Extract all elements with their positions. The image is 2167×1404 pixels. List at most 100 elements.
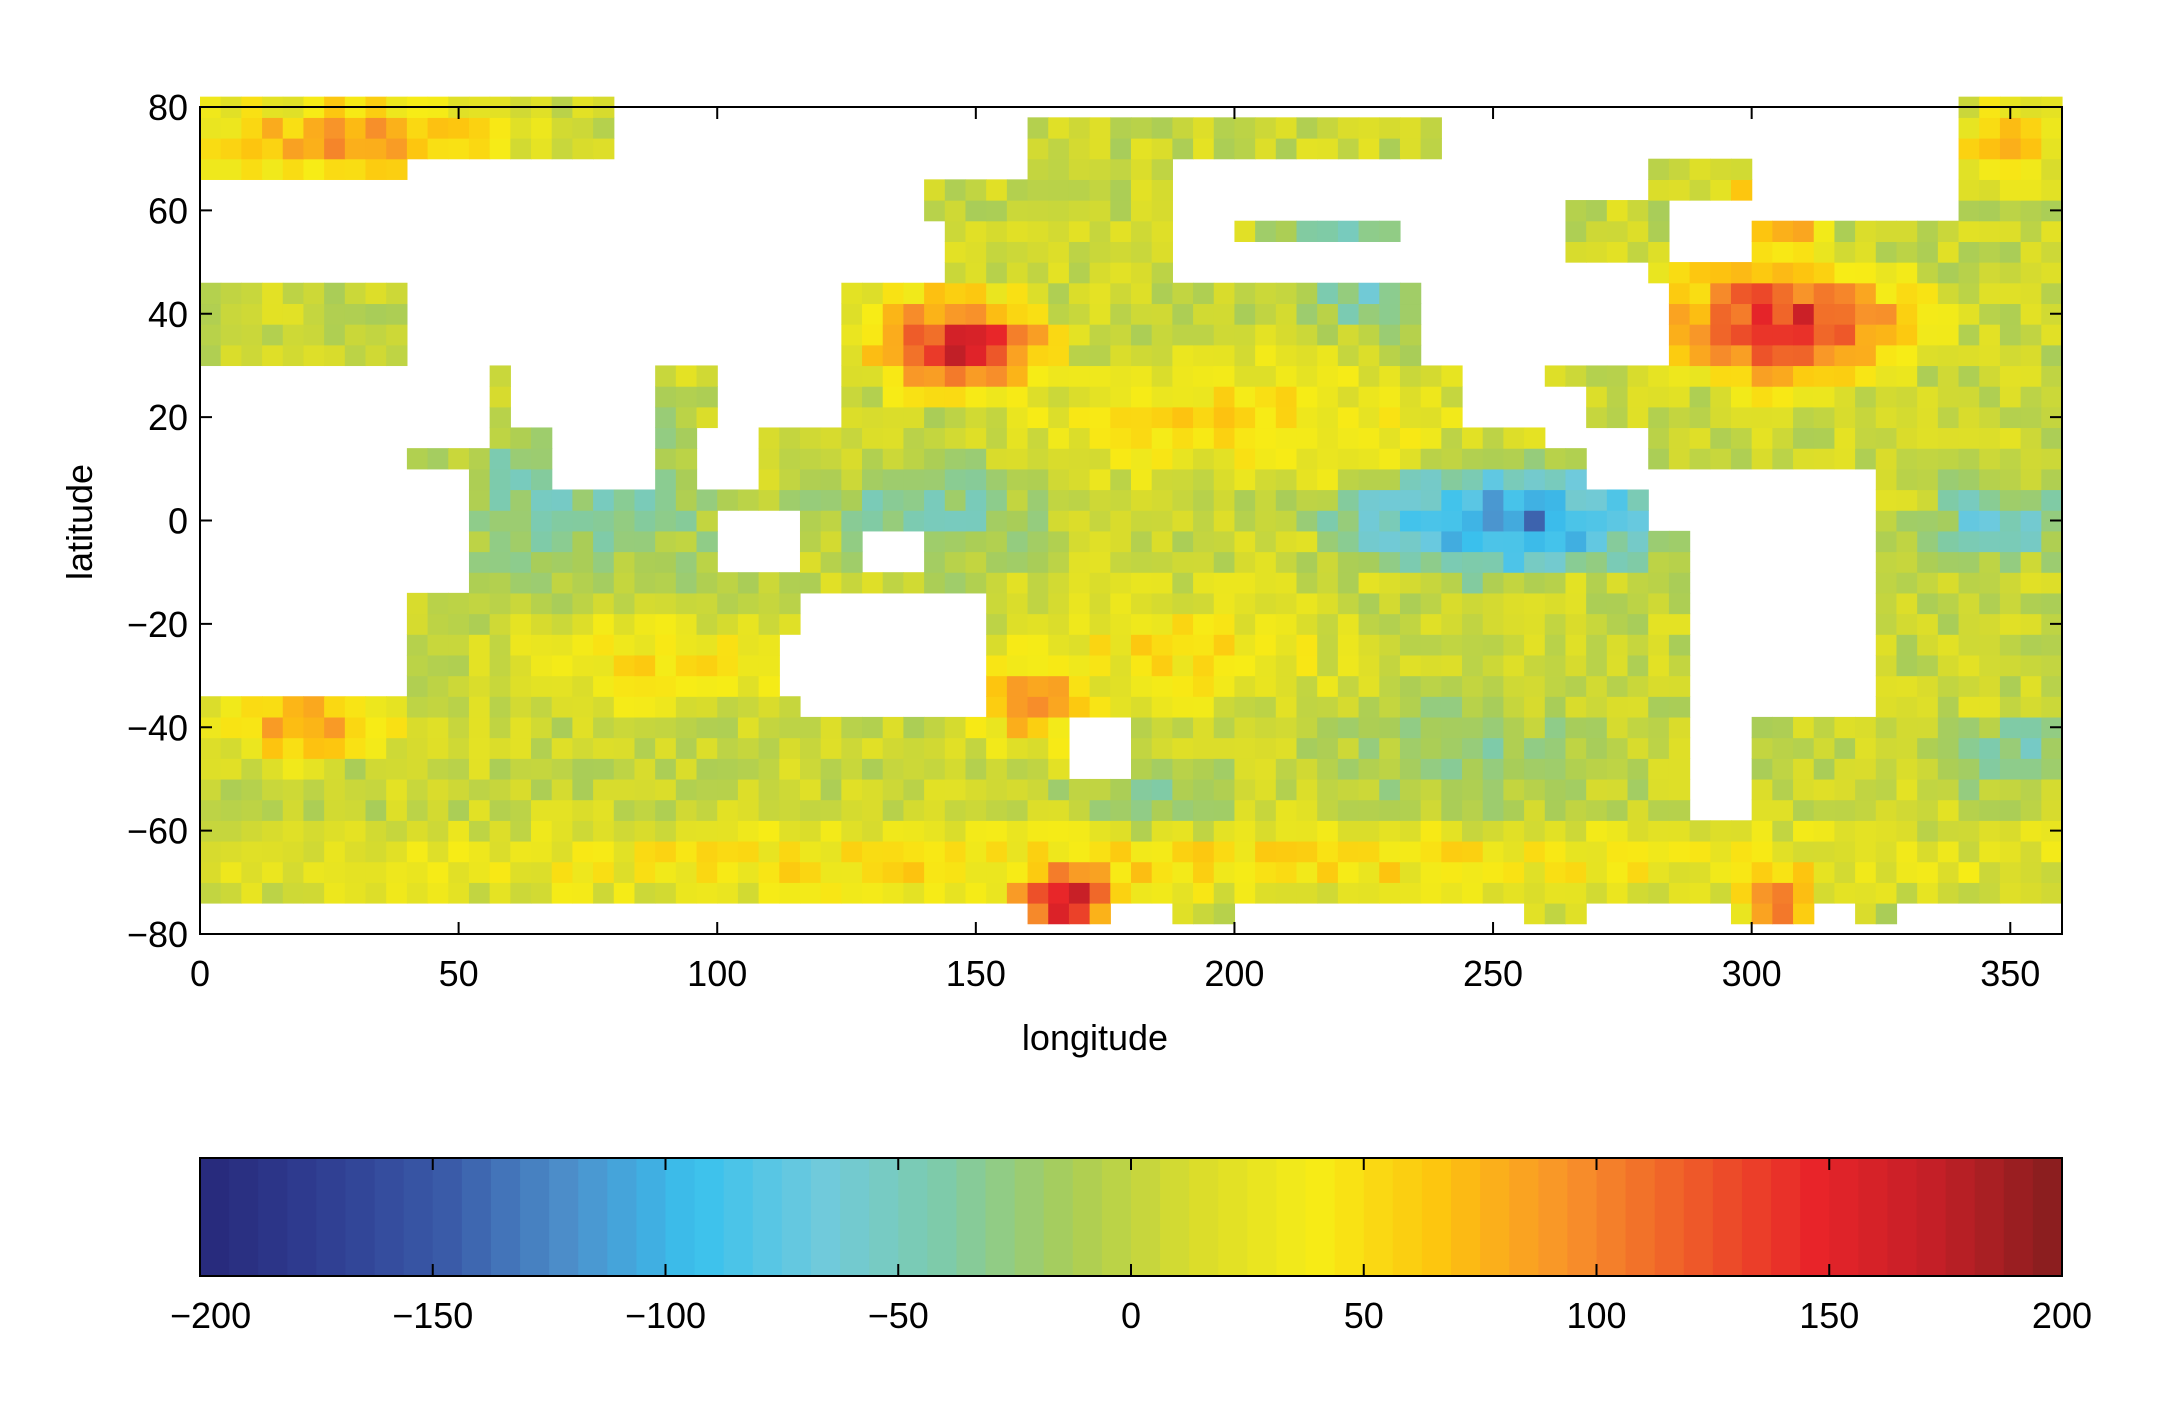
- colorbar-swatch: [1305, 1158, 1336, 1276]
- heatmap-cell: [613, 634, 636, 656]
- colorbar-swatch: [636, 1158, 667, 1276]
- heatmap-cell: [1958, 427, 1980, 449]
- heatmap-cell: [427, 882, 449, 904]
- heatmap-cell: [655, 510, 677, 532]
- heatmap-cell: [406, 799, 429, 821]
- heatmap-cell: [1337, 778, 1360, 801]
- colorbar-swatch: [1451, 1158, 1481, 1276]
- heatmap-cell: [1234, 138, 1256, 160]
- heatmap-cell: [758, 592, 780, 615]
- heatmap-cell: [1689, 406, 1711, 429]
- heatmap-cell: [303, 117, 325, 139]
- heatmap-cell: [593, 758, 615, 780]
- heatmap-cell: [1379, 427, 1401, 449]
- heatmap-cell: [531, 138, 553, 160]
- heatmap-cell: [593, 117, 615, 139]
- heatmap-cell: [1958, 179, 1980, 201]
- heatmap-cell: [1048, 696, 1070, 718]
- heatmap-cell: [655, 448, 677, 470]
- heatmap-cell: [282, 303, 305, 325]
- heatmap-cell: [965, 324, 987, 346]
- heatmap-cell: [365, 882, 387, 904]
- heatmap-cell: [489, 613, 511, 635]
- heatmap-cell: [1462, 861, 1484, 883]
- heatmap-cell: [572, 592, 594, 615]
- heatmap-cell: [1730, 902, 1753, 925]
- colorbar-swatch: [1974, 1158, 2005, 1276]
- heatmap-cell: [2020, 489, 2042, 511]
- heatmap-cell: [1420, 530, 1442, 553]
- colorbar-swatch: [1945, 1158, 1976, 1276]
- heatmap-cell: [551, 778, 573, 801]
- heatmap-cell: [1751, 737, 1773, 759]
- heatmap-cell: [1999, 138, 2022, 160]
- heatmap-cell: [1255, 344, 1277, 367]
- heatmap-cell: [1937, 303, 1960, 325]
- heatmap-cell: [841, 344, 863, 367]
- heatmap-cell: [1999, 530, 2022, 553]
- colorbar-swatch: [1509, 1158, 1539, 1276]
- heatmap-cell: [1730, 406, 1753, 429]
- heatmap-cell: [1855, 758, 1877, 780]
- heatmap-cell: [944, 758, 967, 780]
- colorbar-swatch: [1334, 1158, 1365, 1276]
- heatmap-cell: [1793, 386, 1815, 408]
- colorbar-swatch: [1712, 1158, 1743, 1276]
- heatmap-cell: [1813, 799, 1836, 821]
- heatmap-cell: [1110, 241, 1132, 263]
- heatmap-cell: [1110, 179, 1132, 201]
- heatmap-cell: [365, 117, 387, 139]
- heatmap-cell: [903, 510, 925, 532]
- heatmap-cell: [1255, 592, 1277, 615]
- heatmap-cell: [1131, 716, 1153, 739]
- heatmap-cell: [1565, 200, 1587, 222]
- heatmap-cell: [1255, 861, 1277, 883]
- heatmap-cell: [1565, 840, 1587, 863]
- heatmap-cell: [1172, 882, 1194, 904]
- heatmap-cell: [1875, 778, 1898, 801]
- heatmap-cell: [675, 489, 698, 511]
- heatmap-cell: [282, 344, 305, 367]
- heatmap-cell: [717, 634, 739, 656]
- heatmap-cell: [1006, 303, 1029, 325]
- heatmap-cell: [1937, 220, 1960, 242]
- colorbar-swatch: [752, 1158, 783, 1276]
- heatmap-cell: [1006, 654, 1029, 677]
- heatmap-cell: [717, 716, 739, 739]
- heatmap-cell: [882, 758, 905, 780]
- heatmap-cell: [593, 675, 615, 697]
- heatmap-cell: [1586, 696, 1608, 718]
- heatmap-cell: [1937, 551, 1960, 573]
- heatmap-cell: [1131, 158, 1153, 180]
- heatmap-cell: [1317, 510, 1339, 532]
- heatmap-cell: [427, 799, 449, 821]
- heatmap-cell: [489, 758, 511, 780]
- heatmap-cell: [1193, 654, 1215, 677]
- heatmap-cell: [1379, 365, 1401, 387]
- heatmap-cell: [1317, 592, 1339, 615]
- heatmap-cell: [1420, 654, 1442, 677]
- heatmap-cell: [551, 840, 573, 863]
- heatmap-cell: [1151, 241, 1173, 263]
- heatmap-cell: [1255, 510, 1277, 532]
- heatmap-cell: [841, 716, 863, 739]
- heatmap-cell: [1668, 675, 1691, 697]
- heatmap-cell: [1048, 510, 1070, 532]
- x-tick-label: 50: [439, 953, 479, 994]
- heatmap-cell: [1875, 448, 1898, 470]
- heatmap-cell: [510, 592, 532, 615]
- heatmap-cell: [1668, 282, 1691, 305]
- heatmap-cell: [1979, 510, 2001, 532]
- heatmap-cell: [427, 861, 449, 883]
- heatmap-cell: [1606, 241, 1629, 263]
- heatmap-cell: [1503, 592, 1525, 615]
- heatmap-cell: [1813, 778, 1836, 801]
- heatmap-cell: [1668, 613, 1691, 635]
- heatmap-cell: [1193, 489, 1215, 511]
- heatmap-cell: [779, 840, 801, 863]
- heatmap-cell: [1979, 758, 2001, 780]
- heatmap-cell: [841, 510, 863, 532]
- heatmap-cell: [862, 799, 884, 821]
- heatmap-cell: [1131, 634, 1153, 656]
- heatmap-cell: [1131, 386, 1153, 408]
